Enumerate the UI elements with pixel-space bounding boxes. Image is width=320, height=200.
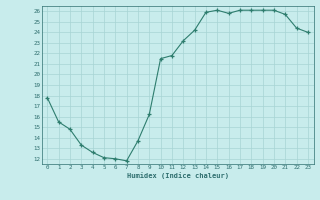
X-axis label: Humidex (Indice chaleur): Humidex (Indice chaleur) bbox=[127, 172, 228, 179]
